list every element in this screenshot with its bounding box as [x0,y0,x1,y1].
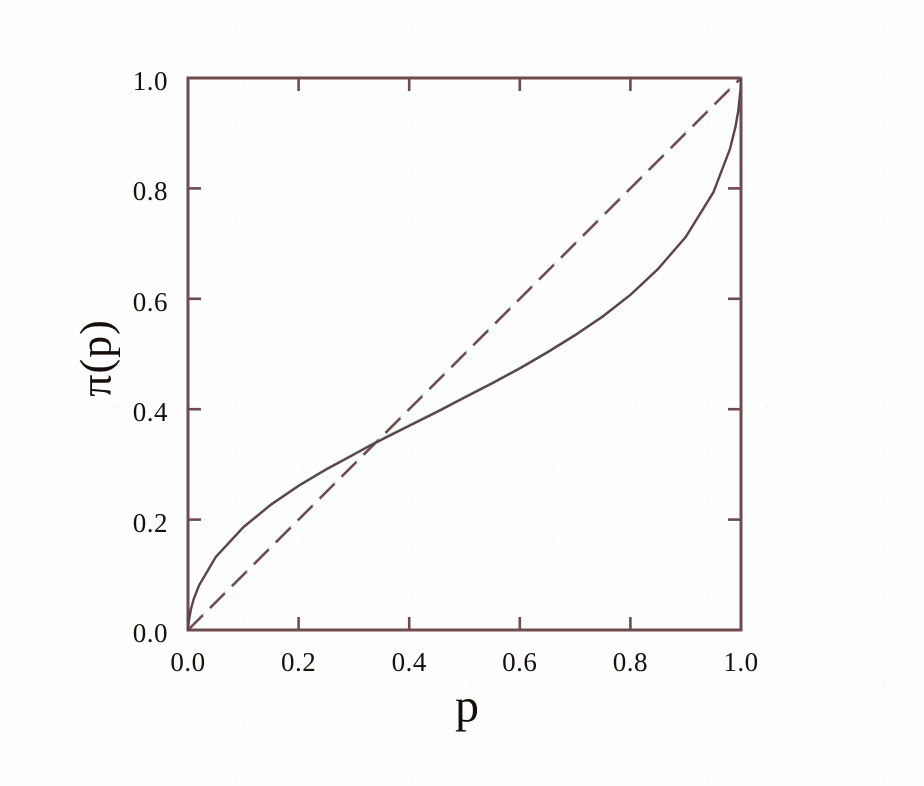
x-tick-label-0.0: 0.0 [170,647,206,677]
x-tick-label-0.8: 0.8 [612,647,649,677]
identity-line [187,77,742,631]
y-axis-title: π(p) [71,319,121,397]
y-tick-label-0.8: 0.8 [132,176,168,207]
y-tick-label-0.0: 0.0 [132,618,168,648]
x-tick-label-0.6: 0.6 [502,647,538,677]
x-tick-label-0.4: 0.4 [391,647,427,677]
x-axis-title: p [455,679,479,733]
plot-frame [186,76,743,632]
x-tick-label-1.0: 1.0 [723,647,759,677]
y-tick-label-0.6: 0.6 [132,286,168,317]
y-tick-label-0.4: 0.4 [132,397,168,428]
y-tick-label-1.0: 1.0 [132,66,168,96]
x-tick-label-0.2: 0.2 [280,647,317,677]
y-tick-label-0.2: 0.2 [132,507,168,538]
decision-weight-curve [186,77,743,631]
